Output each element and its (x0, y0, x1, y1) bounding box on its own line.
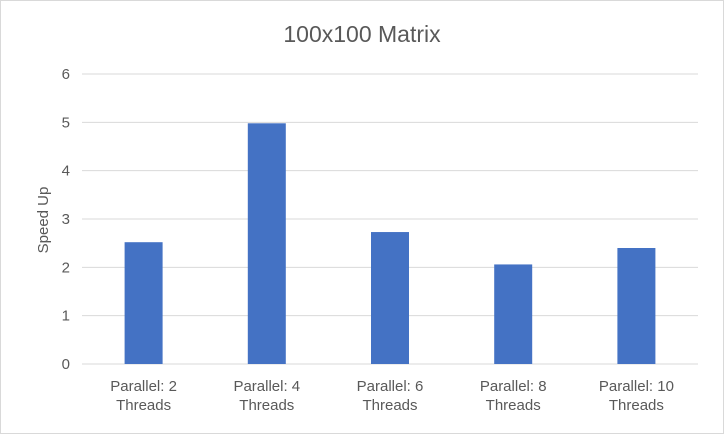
y-tick-label: 5 (62, 114, 70, 131)
x-category-label: Parallel: 4 Threads (233, 378, 300, 414)
x-category-label-line: Threads (609, 397, 664, 414)
x-category-label-line: Threads (486, 397, 541, 414)
x-category-label: Parallel: 2 Threads (110, 378, 177, 414)
x-category-label-line: Parallel: 8 (480, 378, 547, 395)
x-category-label-line: Threads (239, 397, 294, 414)
bar (617, 248, 656, 364)
gridlines (82, 73, 698, 365)
chart-title: 100x100 Matrix (283, 21, 441, 47)
bar (124, 242, 163, 364)
x-category-label-line: Threads (362, 397, 417, 414)
y-tick-label: 2 (62, 259, 70, 276)
x-category-label-line: Parallel: 4 (233, 378, 300, 395)
x-category-label-line: Parallel: 10 (599, 378, 674, 395)
x-category-label: Parallel: 8 Threads (480, 378, 547, 414)
x-category-label-line: Parallel: 6 (357, 378, 424, 395)
bar (494, 264, 533, 364)
bars (124, 123, 656, 364)
y-tick-label: 4 (62, 163, 70, 180)
y-tick-label: 0 (62, 356, 70, 373)
y-tick-label: 1 (62, 308, 70, 325)
y-tick-label: 3 (62, 211, 70, 228)
bar (247, 123, 286, 364)
x-category-label-line: Parallel: 2 (110, 378, 177, 395)
y-axis-title: Speed Up (35, 187, 52, 254)
y-axis-ticks: 0 1 2 3 4 5 6 (62, 66, 70, 373)
bar (371, 232, 409, 364)
x-category-label: Parallel: 10 Threads (599, 378, 674, 414)
y-tick-label: 6 (62, 66, 70, 83)
x-category-label-line: Threads (116, 397, 171, 414)
x-category-label: Parallel: 6 Threads (357, 378, 424, 414)
